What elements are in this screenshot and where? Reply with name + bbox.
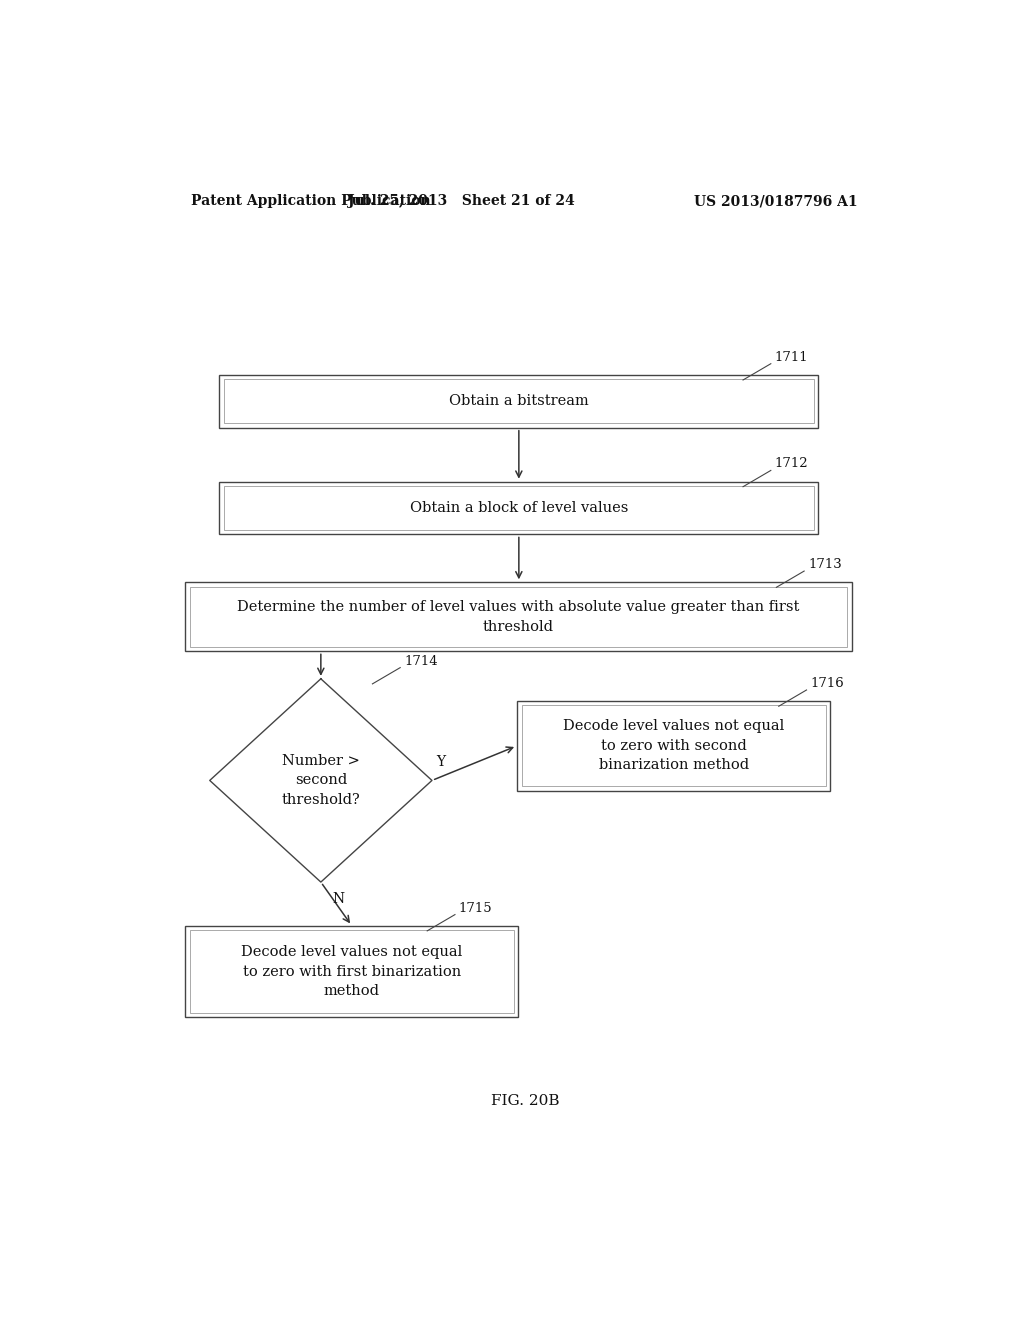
Bar [521,705,825,787]
Text: Obtain a bitstream: Obtain a bitstream [449,395,589,408]
Text: US 2013/0187796 A1: US 2013/0187796 A1 [694,194,858,209]
Bar [517,701,830,791]
Text: 1714: 1714 [404,655,438,668]
Bar [189,586,847,647]
Text: Decode level values not equal
to zero with first binarization
method: Decode level values not equal to zero wi… [242,945,463,998]
Bar [219,482,818,535]
Text: 1712: 1712 [775,458,808,470]
Text: Jul. 25, 2013   Sheet 21 of 24: Jul. 25, 2013 Sheet 21 of 24 [348,194,574,209]
Text: FIG. 20B: FIG. 20B [490,1093,559,1107]
Bar [185,582,852,651]
Text: Determine the number of level values with absolute value greater than first
thre: Determine the number of level values wit… [238,601,800,634]
Bar [224,379,814,424]
Text: 1713: 1713 [808,558,842,572]
Text: 1711: 1711 [775,351,808,364]
Text: N: N [333,892,345,907]
Bar [219,375,818,428]
Text: 1716: 1716 [811,677,844,690]
Text: 1715: 1715 [459,902,493,915]
Bar [185,925,518,1018]
Text: Patent Application Publication: Patent Application Publication [191,194,431,209]
Text: Obtain a block of level values: Obtain a block of level values [410,502,628,515]
Bar [224,486,814,531]
Text: Number >
second
threshold?: Number > second threshold? [282,754,360,807]
Text: Decode level values not equal
to zero with second
binarization method: Decode level values not equal to zero wi… [563,719,784,772]
Polygon shape [210,678,432,882]
Text: Y: Y [436,755,445,770]
Bar [189,931,514,1012]
